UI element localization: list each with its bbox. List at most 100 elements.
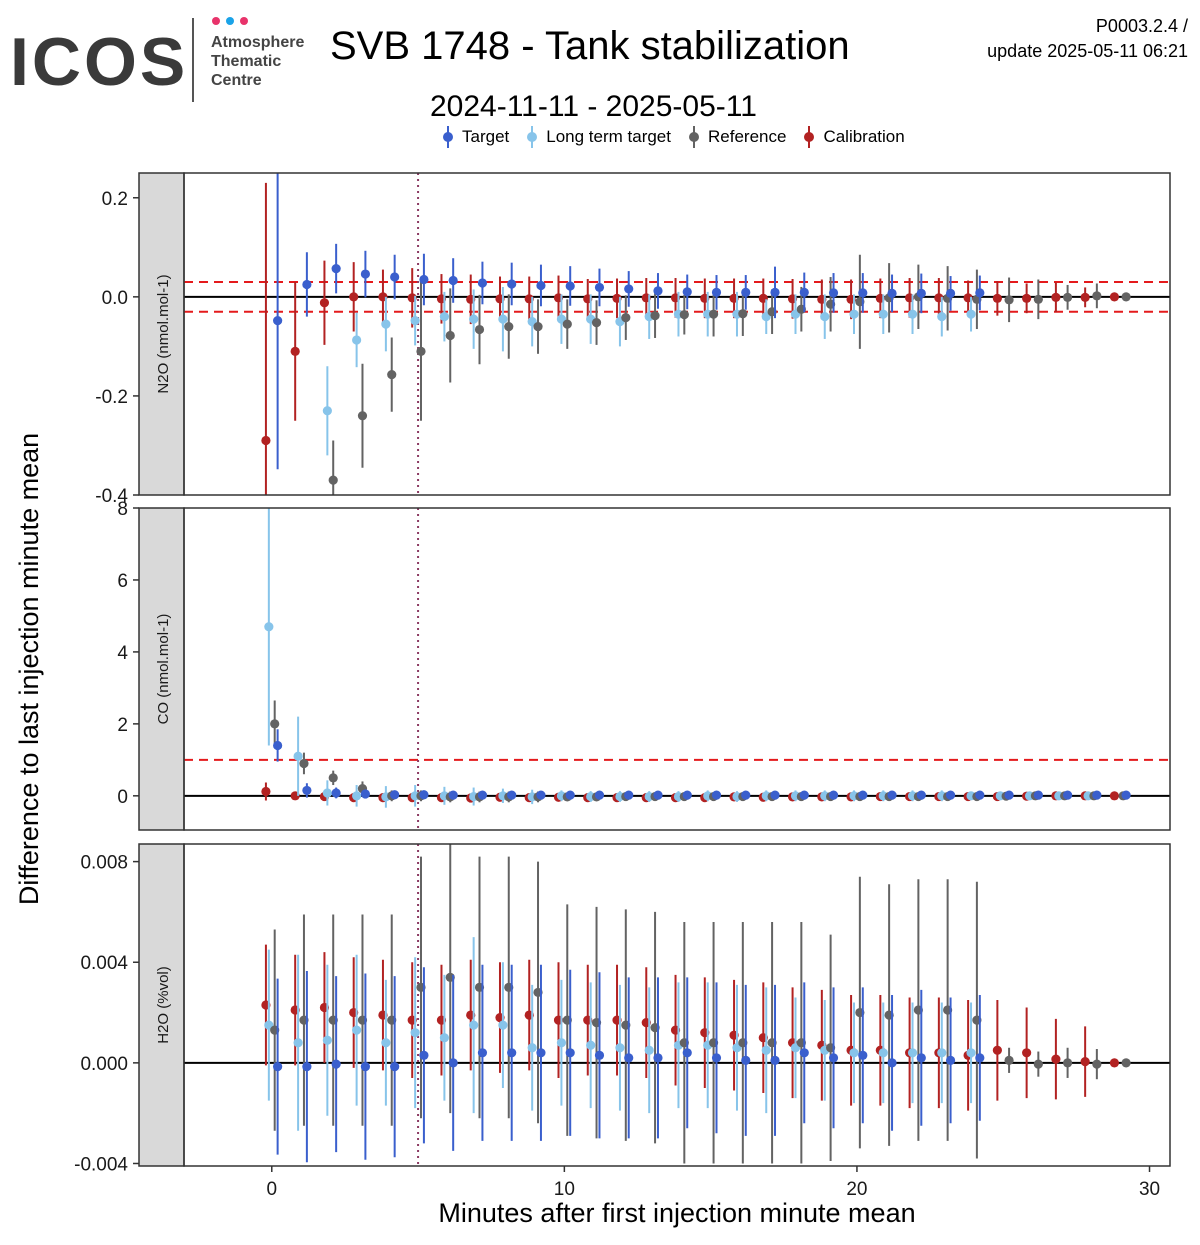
panel-strip (138, 507, 185, 831)
data-point (624, 1053, 634, 1063)
y-tick-label: 0.004 (80, 953, 128, 974)
y-tick-label: 8 (117, 499, 128, 520)
data-point (536, 790, 546, 800)
strip-label: H2O (%vol) (155, 966, 172, 1044)
data-point (621, 313, 631, 323)
data-point (1080, 292, 1090, 302)
data-point (390, 272, 400, 282)
data-point (594, 282, 605, 293)
legend-item-long-term-target: Long term target (522, 124, 671, 150)
data-point (565, 790, 575, 800)
data-point (536, 1048, 546, 1058)
data-point (1004, 790, 1014, 800)
data-point (937, 312, 947, 322)
data-point (966, 309, 976, 319)
strip-label: N2O (nmol.mol-1) (155, 274, 172, 393)
data-point (799, 790, 809, 800)
data-point (360, 269, 371, 279)
data-point (1004, 1055, 1014, 1065)
data-point (360, 789, 371, 799)
data-point (594, 790, 605, 800)
data-point (878, 1048, 888, 1058)
plot-area (184, 844, 1170, 1166)
data-point (419, 1050, 429, 1060)
data-point (469, 1020, 479, 1030)
data-point (1062, 790, 1073, 800)
data-point (556, 1038, 567, 1048)
data-point (1051, 292, 1061, 302)
series-long-term-target (264, 937, 976, 1131)
data-point (390, 1062, 400, 1072)
data-point (322, 1035, 332, 1045)
data-point (352, 1025, 362, 1035)
data-point (448, 275, 458, 286)
data-point (975, 288, 985, 298)
y-tick-label: 0.000 (80, 1054, 128, 1075)
panel-3: H2O (%vol) -0.004 0.000 0.004 0.008 (74, 843, 1171, 1175)
data-point (849, 309, 859, 319)
panel-border (183, 507, 1171, 831)
data-point (1092, 1059, 1102, 1069)
data-point (945, 288, 956, 298)
chart-title: SVB 1748 - Tank stabilization (330, 24, 850, 68)
data-point (469, 314, 479, 324)
data-point (887, 288, 897, 298)
data-point (1080, 1057, 1090, 1067)
data-point (498, 314, 508, 324)
version-line: P0003.2.4 / (1095, 16, 1188, 36)
data-point (741, 790, 751, 800)
x-axis-label: Minutes after first injection minute mea… (438, 1198, 915, 1228)
legend-key-long-term-target (527, 126, 538, 148)
data-point (1022, 293, 1032, 303)
data-point (273, 1062, 283, 1072)
data-point (770, 287, 780, 297)
data-point (1092, 790, 1102, 800)
data-point (352, 791, 362, 801)
data-point (349, 292, 359, 302)
panel-border (183, 843, 1171, 1167)
data-point (331, 1059, 341, 1069)
data-point (527, 1043, 537, 1053)
data-point (650, 311, 660, 321)
data-point (410, 1028, 420, 1038)
data-point (615, 1043, 625, 1053)
data-point (445, 330, 455, 341)
logo-sub-3: Centre (211, 72, 262, 89)
data-point (586, 1040, 596, 1050)
data-point (419, 274, 429, 285)
data-point (711, 287, 722, 297)
data-point (1004, 295, 1014, 305)
data-point (273, 316, 283, 326)
data-point (273, 740, 283, 751)
data-point (907, 1048, 918, 1058)
series-target (273, 173, 985, 470)
x-tick-label: 20 (846, 1179, 867, 1200)
data-point (507, 1048, 517, 1058)
data-point (849, 1048, 859, 1058)
y-tick-label: 4 (117, 643, 128, 664)
data-point (799, 1048, 809, 1058)
data-point (416, 346, 426, 356)
data-point (624, 284, 634, 294)
data-point (331, 788, 341, 798)
data-point (799, 287, 809, 297)
data-point (448, 790, 458, 800)
data-point (1121, 1058, 1131, 1068)
data-point (565, 1048, 575, 1058)
data-point (858, 790, 868, 800)
data-point (992, 1045, 1002, 1055)
data-point (264, 622, 274, 632)
icos-logo: ICOS Atmosphere Thematic Centre (10, 17, 304, 102)
data-point (682, 287, 692, 297)
panel-2: CO (nmol.mol-1) 0 2 4 6 8 (117, 499, 1171, 831)
panel-background (184, 844, 1170, 1166)
data-point (562, 319, 572, 329)
y-tick-label: 0.2 (102, 189, 128, 210)
legend-key-reference (689, 126, 699, 148)
panel-border (183, 172, 1171, 496)
data-point (439, 1033, 449, 1043)
data-point (1109, 292, 1120, 302)
legend-item-reference: Reference (684, 124, 786, 150)
logo-sub-1: Atmosphere (211, 34, 304, 51)
